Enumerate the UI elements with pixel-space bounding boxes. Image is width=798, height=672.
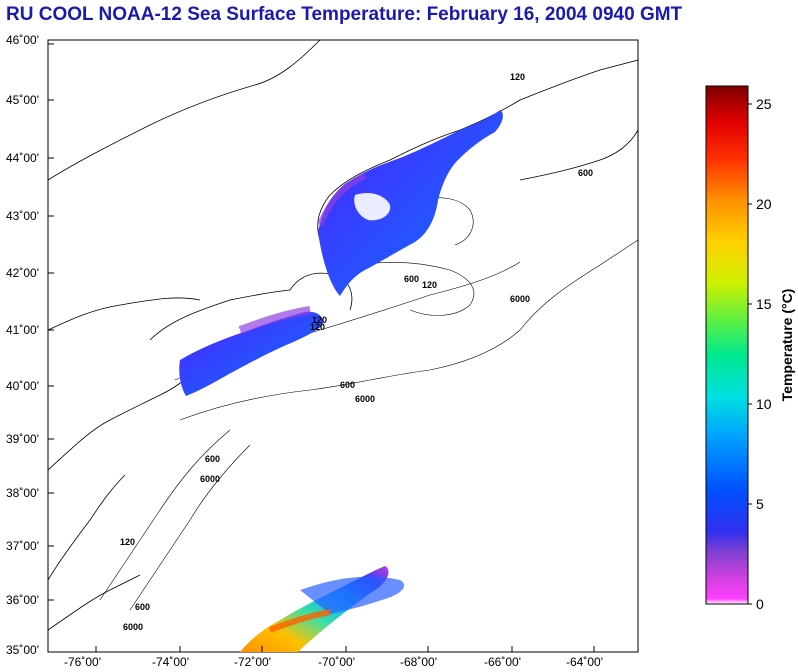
colorbar-tick-label: 0	[756, 596, 764, 612]
contour-label: 120	[422, 280, 437, 290]
lon-label: -74˚00'	[152, 655, 189, 669]
lat-label: 36˚00'	[6, 593, 39, 607]
contour-label: 600	[404, 274, 419, 284]
colorbar-tick-label: 25	[756, 96, 772, 112]
sst-ny-bight	[179, 306, 324, 396]
lat-label: 44˚00'	[6, 151, 39, 165]
colorbar-tick-label: 15	[756, 296, 772, 312]
lon-label: -70˚00'	[318, 655, 355, 669]
colorbar-tick-label: 5	[756, 496, 764, 512]
lat-label: 45˚00'	[6, 93, 39, 107]
lat-label: 40˚00'	[6, 379, 39, 393]
lon-axis: -76˚00' -74˚00' -72˚00' -70˚00' -68˚00' …	[64, 646, 603, 669]
lon-label: -66˚00'	[484, 655, 521, 669]
contour-label: 600	[340, 380, 355, 390]
sst-gulf-of-maine	[317, 110, 503, 296]
contour-label: 600	[578, 168, 593, 178]
lat-label: 42˚00'	[6, 266, 39, 280]
contour-label: 120	[120, 537, 135, 547]
contour-label: 120	[310, 322, 325, 332]
lat-label: 39˚00'	[6, 432, 39, 446]
colorbar-title: Temperature (°C)	[779, 289, 795, 402]
contour-label: 6000	[355, 394, 375, 404]
contour-label: 600	[135, 602, 150, 612]
contour-label: 120	[510, 72, 525, 82]
colorbar-tick-label: 20	[756, 196, 772, 212]
lat-axis: 46˚00' 45˚00' 44˚00' 43˚00' 42˚00' 41˚00…	[6, 33, 54, 657]
lon-label: -76˚00'	[64, 655, 101, 669]
contour-label: 6000	[200, 474, 220, 484]
lon-label: -64˚00'	[566, 655, 603, 669]
sst-gulf-stream	[240, 566, 405, 652]
colorbar-gradient	[705, 85, 749, 605]
contour-label: 6000	[510, 294, 530, 304]
lat-label: 41˚00'	[6, 323, 39, 337]
contour-label: 600	[205, 454, 220, 464]
lat-label: 35˚00'	[6, 643, 39, 657]
colorbar-tick-label: 10	[756, 396, 772, 412]
lat-label: 43˚00'	[6, 209, 39, 223]
lat-label: 38˚00'	[6, 486, 39, 500]
page-title: RU COOL NOAA-12 Sea Surface Temperature:…	[6, 4, 683, 25]
lon-label: -72˚00'	[234, 655, 271, 669]
colorbar: 25 20 15 10 5 0 Temperature (°C)	[705, 85, 795, 612]
contour-labels: 120 600 6000 120 600 6000 600 6000 120 6…	[120, 72, 593, 632]
lat-label: 46˚00'	[6, 33, 39, 47]
contour-label: 6000	[123, 622, 143, 632]
contour-label: 120	[312, 315, 327, 325]
map-frame	[47, 39, 639, 653]
lon-label: -68˚00'	[400, 655, 437, 669]
coastline	[47, 39, 639, 631]
lat-label: 37˚00'	[6, 539, 39, 553]
